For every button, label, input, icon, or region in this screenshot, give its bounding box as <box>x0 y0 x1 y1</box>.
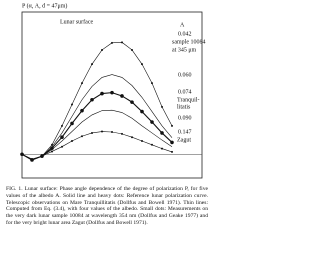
data-point <box>150 120 154 124</box>
data-point <box>171 124 173 127</box>
data-point <box>90 97 94 102</box>
data-point <box>120 94 124 98</box>
data-point <box>71 140 73 143</box>
annotation: sample 10084 <box>172 39 206 45</box>
data-point <box>141 140 143 143</box>
data-point <box>170 140 174 145</box>
data-point <box>60 135 64 140</box>
data-point <box>111 41 113 44</box>
chart: P (α, A, d = 47μm) 0.042 0.060 0.074 0.090 0… <box>20 2 206 179</box>
data-point <box>61 124 63 127</box>
data-point <box>51 143 53 146</box>
data-point <box>80 108 84 113</box>
data-point <box>151 143 153 146</box>
caption: FIG. 1. Lunar surface: Phase angle depen… <box>6 186 208 226</box>
series-line <box>21 74 173 161</box>
data-point <box>31 158 33 161</box>
data-point <box>110 90 114 95</box>
data-point <box>161 105 163 108</box>
data-point <box>101 130 103 133</box>
annotation: Lunar surface <box>60 18 93 25</box>
page: {"chart_data": {"type": "line", "y_label… <box>6 2 208 226</box>
series-line <box>21 92 173 161</box>
data-point <box>161 147 163 150</box>
data-point <box>91 131 93 134</box>
data-point <box>91 63 93 66</box>
annotation: Tranquil- <box>177 97 199 103</box>
data-point <box>141 63 143 66</box>
data-point <box>70 121 74 126</box>
data-point <box>160 131 164 135</box>
data-point <box>81 82 83 85</box>
annotation: Zagut <box>177 137 191 143</box>
data-point <box>171 150 173 153</box>
data-point <box>121 41 123 44</box>
series-label: 0.090 <box>178 115 192 121</box>
annotation: litatis <box>177 104 191 110</box>
data-point <box>130 100 134 104</box>
series-label: 0.042 <box>178 31 192 37</box>
series-label: 0.147 <box>178 129 192 135</box>
data-point <box>41 155 43 158</box>
data-point <box>100 91 104 96</box>
data-point <box>140 109 144 114</box>
series-line <box>21 131 173 160</box>
series-line <box>21 42 173 161</box>
data-point <box>131 48 133 51</box>
y-axis-label: P (α, A, d = 47μm) <box>22 2 67 9</box>
series-label: 0.074 <box>178 89 192 95</box>
data-point <box>21 153 23 156</box>
plot-frame <box>21 11 203 179</box>
data-point <box>121 132 123 135</box>
data-point <box>111 130 113 133</box>
annotation: at 345 μm <box>172 47 197 53</box>
data-point <box>101 48 103 51</box>
data-point <box>81 135 83 138</box>
data-point <box>71 103 73 106</box>
data-point <box>61 145 63 148</box>
data-point <box>51 150 53 153</box>
data-point <box>131 136 133 139</box>
series-line <box>21 109 173 160</box>
annotation: A <box>180 22 185 28</box>
data-point <box>151 82 153 85</box>
series-label: 0.060 <box>178 72 192 78</box>
